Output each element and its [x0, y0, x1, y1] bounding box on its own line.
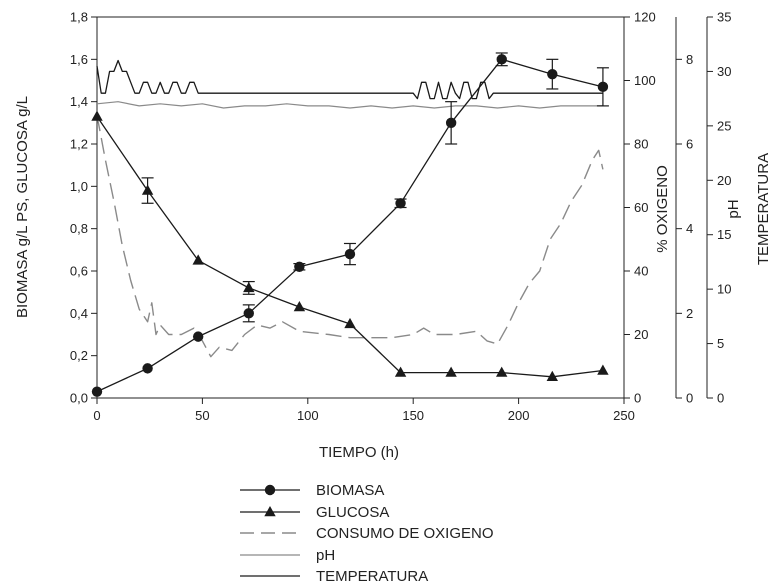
x-tick-label: 100 [297, 408, 319, 423]
left-axis-tick-label: 0,8 [70, 221, 88, 236]
glucosa-point [496, 366, 508, 377]
glucosa-point [597, 364, 609, 375]
biomasa-point [496, 54, 507, 65]
temperature-axis-tick-label: 5 [717, 336, 724, 351]
biomasa-point [294, 261, 305, 272]
x-axis-label: TIEMPO (h) [319, 444, 399, 461]
legend-label: CONSUMO DE OXIGENO [316, 525, 494, 542]
left-axis-tick-label: 1,8 [70, 10, 88, 25]
biomasa-point [547, 68, 558, 80]
left-axis-tick-label: 0,6 [70, 264, 88, 279]
left-axis-tick-label: 1,6 [70, 52, 88, 67]
x-tick-label: 250 [613, 408, 635, 423]
left-axis-tick-label: 1,4 [70, 94, 88, 109]
ph-series-line [96, 101, 603, 109]
glucosa-point [192, 254, 204, 265]
oxygen-axis-tick-label: 80 [634, 137, 648, 152]
oxygen-series-line [96, 115, 604, 358]
legend-marker-circle [264, 484, 276, 496]
oxygen-axis-tick-label: 100 [634, 73, 656, 88]
biomasa-point [395, 198, 406, 209]
ph-axis-tick-label: 6 [686, 137, 693, 152]
glucosa-point [394, 366, 407, 377]
marks-layer: 0 50 100 150 200 2500,00,20,40,60,81,01,21,41… [70, 10, 732, 586]
glucosa-point [445, 366, 457, 377]
oxygen-axis-tick-label: 20 [634, 327, 648, 342]
temperature-axis-tick-label: 20 [717, 173, 731, 188]
temperature-axis-tick-label: 25 [717, 118, 731, 133]
oxygen-axis-tick-label: 120 [634, 10, 656, 25]
temperature-axis-tick-label: 10 [717, 282, 731, 297]
legend-label: GLUCOSA [316, 504, 389, 521]
biomasa-point [142, 363, 153, 374]
left-axis-tick-label: 0,2 [70, 348, 88, 363]
temperature-axis-tick-label: 30 [717, 64, 731, 79]
left-axis-tick-label: 0,4 [70, 306, 88, 321]
x-tick-label: 200 [508, 408, 530, 423]
ph-axis-tick-label: 4 [686, 221, 693, 236]
left-axis-tick-label: 0,0 [70, 391, 88, 406]
legend-label: TEMPERATURA [316, 568, 428, 585]
x-tick-label: 50 [195, 408, 209, 423]
glucosa-point [243, 281, 255, 293]
biomasa-point [192, 331, 204, 342]
x-tick-label: 150 [402, 408, 424, 423]
glucosa-point [293, 301, 306, 312]
ph-axis-tick-label: 0 [686, 391, 693, 406]
left-axis-tick-label: 1,2 [70, 137, 88, 152]
legend-marker-triangle [264, 506, 276, 517]
oxygen-axis-label: % OXIGENO [654, 165, 671, 253]
temperature-axis-tick-label: 0 [717, 391, 724, 406]
oxygen-axis-tick-label: 60 [634, 200, 648, 215]
temperature-series-line [96, 59, 603, 100]
biomasa-point [91, 386, 103, 397]
legend: BIOMASA GLUCOSA CONSUMO DE OXIGENO pH TEMPER… [240, 482, 494, 585]
ph-axis-tick-label: 2 [686, 306, 693, 321]
legend-label: pH [316, 547, 335, 564]
legend-label: BIOMASA [316, 482, 384, 499]
temperature-axis-tick-label: 15 [717, 227, 731, 242]
glucosa-point [344, 317, 356, 329]
biomasa-point [597, 81, 609, 93]
left-axis-tick-label: 1,0 [70, 179, 88, 194]
temperature-axis-label: TEMPERATURA [755, 153, 772, 265]
biomasa-point [344, 248, 356, 260]
biomasa-point [243, 308, 254, 319]
x-tick-label: 0 [93, 408, 100, 423]
glucosa-point [141, 184, 154, 195]
left-y-axis-label: BIOMASA g/L PS, GLUCOSA g/L [14, 96, 31, 318]
ph-axis-label: pH [725, 199, 742, 218]
temperature-axis-tick-label: 35 [717, 10, 731, 25]
glucosa-point [91, 110, 103, 121]
biomasa-point [445, 117, 457, 129]
oxygen-axis-tick-label: 0 [634, 391, 641, 406]
ph-axis-tick-label: 8 [686, 52, 693, 67]
oxygen-axis-tick-label: 40 [634, 264, 648, 279]
glucosa-point [546, 370, 558, 381]
